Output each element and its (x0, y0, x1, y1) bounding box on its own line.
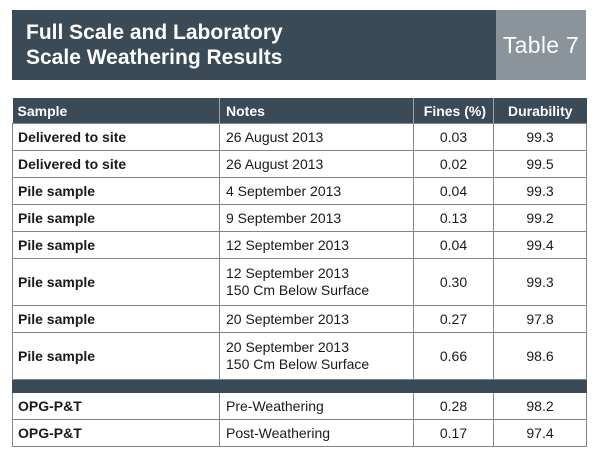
notes-cell: 4 September 2013 (219, 177, 414, 205)
table-number: Table 7 (496, 10, 586, 80)
fines-cell: 0.17 (413, 419, 494, 447)
table-row: Pile sample 9 September 2013 0.13 99.2 (12, 204, 587, 232)
durability-cell: 99.3 (493, 258, 587, 306)
notes-cell: 9 September 2013 (219, 204, 414, 232)
notes-line-1: 12 September 2013 (226, 236, 349, 253)
fines-cell: 0.04 (413, 231, 494, 259)
notes-cell: 20 September 2013 150 Cm Below Surface (219, 332, 414, 380)
notes-line-2: 150 Cm Below Surface (226, 282, 370, 298)
notes-cell: Pre-Weathering (219, 392, 414, 420)
notes-line-1: 26 August 2013 (226, 128, 324, 145)
notes-line-1: 12 September 2013 (226, 265, 349, 281)
table-title: Full Scale and Laboratory Scale Weatheri… (12, 10, 496, 80)
table-row: Pile sample 12 September 2013 150 Cm Below… (12, 258, 587, 306)
fines-cell: 0.13 (413, 204, 494, 232)
column-header-fines: Fines (%) (413, 98, 494, 124)
fines-cell: 0.03 (413, 123, 494, 151)
sample-cell: Pile sample (12, 332, 220, 380)
notes-cell: 12 September 2013 150 Cm Below Surface (219, 258, 414, 306)
notes-line-2: 150 Cm Below Surface (226, 356, 370, 372)
durability-cell: 99.2 (493, 204, 587, 232)
section-separator (12, 379, 587, 393)
sample-cell: Pile sample (12, 305, 220, 333)
sample-cell: Delivered to site (12, 150, 220, 178)
table-row: Delivered to site 26 August 2013 0.02 99.5 (12, 150, 587, 178)
sample-cell: Pile sample (12, 258, 220, 306)
separator-cell (219, 379, 414, 393)
table-row: Pile sample 4 September 2013 0.04 99.3 (12, 177, 587, 205)
weathering-results-table: Sample Notes Fines (%) Durability Delive… (12, 98, 587, 447)
table-header: Full Scale and Laboratory Scale Weatheri… (12, 10, 586, 80)
durability-cell: 99.3 (493, 123, 587, 151)
table-row: OPG-P&T Pre-Weathering 0.28 98.2 (12, 392, 587, 420)
table-row: Pile sample 20 September 2013 0.27 97.8 (12, 305, 587, 333)
separator-cell (12, 379, 220, 393)
notes-cell: 20 September 2013 (219, 305, 414, 333)
durability-cell: 98.6 (493, 332, 587, 380)
table-row: Pile sample 20 September 2013 150 Cm Below… (12, 332, 587, 380)
table-body: Delivered to site 26 August 2013 0.03 99.3 D… (12, 123, 587, 447)
sample-cell: Pile sample (12, 204, 220, 232)
sample-cell: Pile sample (12, 231, 220, 259)
column-header-notes: Notes (219, 98, 414, 124)
fines-cell: 0.30 (413, 258, 494, 306)
sample-cell: OPG-P&T (12, 392, 220, 420)
notes-line-1: 20 September 2013 (226, 310, 349, 327)
table-title-line-2: Scale Weathering Results (26, 46, 283, 69)
fines-cell: 0.02 (413, 150, 494, 178)
durability-cell: 99.5 (493, 150, 587, 178)
fines-cell: 0.28 (413, 392, 494, 420)
notes-line-1: 9 September 2013 (226, 209, 342, 226)
durability-cell: 99.3 (493, 177, 587, 205)
notes-line-1: 26 August 2013 (226, 155, 324, 172)
notes-cell: 12 September 2013 (219, 231, 414, 259)
fines-cell: 0.66 (413, 332, 494, 380)
column-header-durability: Durability (493, 98, 587, 124)
table-row: Delivered to site 26 August 2013 0.03 99.3 (12, 123, 587, 151)
notes-cell: Post-Weathering (219, 419, 414, 447)
sample-cell: OPG-P&T (12, 419, 220, 447)
durability-cell: 97.4 (493, 419, 587, 447)
fines-cell: 0.04 (413, 177, 494, 205)
notes-line-1: 4 September 2013 (226, 182, 342, 199)
table-row: Pile sample 12 September 2013 0.04 99.4 (12, 231, 587, 259)
separator-cell (493, 379, 587, 393)
column-header-sample: Sample (12, 98, 220, 124)
separator-cell (413, 379, 494, 393)
table-title-line-1: Full Scale and Laboratory (26, 21, 283, 44)
notes-cell: 26 August 2013 (219, 123, 414, 151)
notes-line-1: 20 September 2013 (226, 339, 349, 355)
fines-cell: 0.27 (413, 305, 494, 333)
sample-cell: Pile sample (12, 177, 220, 205)
column-header-row: Sample Notes Fines (%) Durability (12, 98, 587, 124)
durability-cell: 97.8 (493, 305, 587, 333)
durability-cell: 99.4 (493, 231, 587, 259)
sample-cell: Delivered to site (12, 123, 220, 151)
durability-cell: 98.2 (493, 392, 587, 420)
notes-cell: 26 August 2013 (219, 150, 414, 178)
table-row: OPG-P&T Post-Weathering 0.17 97.4 (12, 419, 587, 447)
